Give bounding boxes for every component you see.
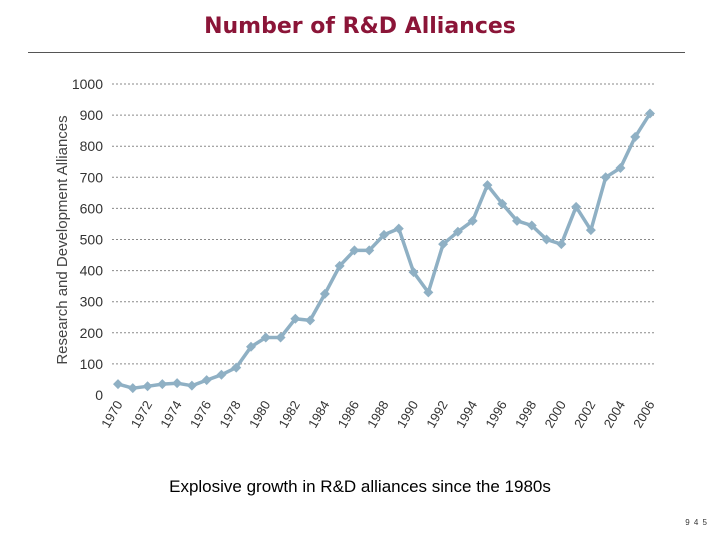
y-tick-label: 0: [95, 387, 103, 403]
series-markers: [113, 108, 655, 394]
x-tick-label: 1976: [187, 398, 214, 431]
data-point-marker: [615, 162, 626, 173]
x-tick-label: 1998: [512, 398, 539, 431]
x-tick-label: 2006: [630, 398, 657, 431]
x-tick-label: 1992: [423, 398, 450, 431]
data-point-marker: [408, 267, 419, 278]
data-point-marker: [393, 223, 404, 234]
data-point-marker: [319, 288, 330, 299]
series-polyline: [117, 112, 652, 390]
data-point-marker: [172, 378, 183, 389]
x-tick-labels: 1970 1972 1974 1976 1978 1980 1982 1984 1986 1988…: [98, 398, 657, 431]
y-tick-label: 300: [80, 294, 104, 310]
data-point-marker: [305, 315, 316, 326]
data-point-marker: [512, 215, 522, 226]
data-point-marker: [113, 379, 123, 390]
x-tick-label: 1974: [157, 398, 184, 431]
y-tick-label: 500: [80, 232, 104, 248]
data-point-marker: [290, 313, 301, 324]
data-point-marker: [452, 226, 463, 237]
y-tick-label: 900: [80, 107, 104, 123]
x-tick-label: 1994: [453, 398, 480, 431]
x-tick-label: 2004: [601, 398, 628, 431]
y-axis-label: Research and Development Alliances: [54, 115, 71, 364]
data-point-marker: [541, 234, 552, 245]
data-point-marker: [379, 229, 389, 240]
y-tick-label: 700: [80, 169, 104, 185]
data-point-marker: [526, 220, 537, 231]
y-tick-labels: 0 100 200 300 400 500 600 700 800 900 1000: [72, 76, 103, 403]
x-tick-label: 1996: [482, 398, 509, 431]
data-point-marker: [260, 332, 271, 343]
data-point-marker: [600, 172, 611, 183]
data-point-marker: [482, 180, 493, 191]
y-tick-label: 600: [80, 200, 104, 216]
data-point-marker: [438, 239, 449, 250]
data-point-marker: [334, 260, 345, 271]
x-tick-label: 1986: [335, 398, 362, 431]
x-tick-label: 1984: [305, 398, 332, 431]
data-point-marker: [349, 245, 360, 256]
data-point-marker: [630, 131, 641, 142]
data-point-marker: [645, 108, 655, 119]
chart-caption: Explosive growth in R&D alliances since …: [169, 477, 551, 496]
x-tick-label: 1988: [364, 398, 391, 431]
data-point-marker: [497, 198, 508, 209]
data-point-marker: [142, 381, 153, 392]
x-tick-label: 1990: [394, 398, 421, 431]
data-point-marker: [423, 287, 434, 298]
data-point-marker: [186, 380, 197, 391]
slide-title: Number of R&D Alliances: [204, 14, 516, 39]
data-point-marker: [585, 225, 596, 236]
y-tick-label: 400: [80, 263, 104, 279]
page-number: 9 4 5: [685, 518, 708, 527]
series-line: [117, 112, 652, 390]
data-point-marker: [571, 201, 582, 212]
gridlines: [112, 83, 656, 365]
data-point-marker: [275, 332, 286, 343]
data-point-marker: [127, 383, 138, 394]
y-tick-label: 1000: [72, 76, 103, 92]
line-chart: 0 100 200 300 400 500 600 700 800 900 1000 1970 197…: [54, 76, 658, 431]
y-tick-label: 800: [80, 138, 104, 154]
x-tick-label: 1980: [246, 398, 273, 431]
data-point-marker: [364, 245, 375, 256]
x-tick-label: 1982: [275, 398, 302, 431]
data-point-marker: [246, 341, 256, 352]
y-tick-label: 100: [80, 356, 104, 372]
x-tick-label: 1978: [216, 398, 243, 431]
data-point-marker: [231, 362, 242, 373]
data-point-marker: [157, 379, 168, 390]
data-point-marker: [216, 369, 227, 380]
x-tick-label: 1972: [128, 398, 155, 431]
title-divider: [28, 52, 685, 53]
data-point-marker: [467, 215, 478, 226]
x-tick-label: 2002: [571, 398, 598, 431]
x-tick-label: 2000: [541, 398, 568, 431]
y-tick-label: 200: [80, 325, 104, 341]
data-point-marker: [556, 239, 567, 250]
data-point-marker: [201, 375, 212, 386]
